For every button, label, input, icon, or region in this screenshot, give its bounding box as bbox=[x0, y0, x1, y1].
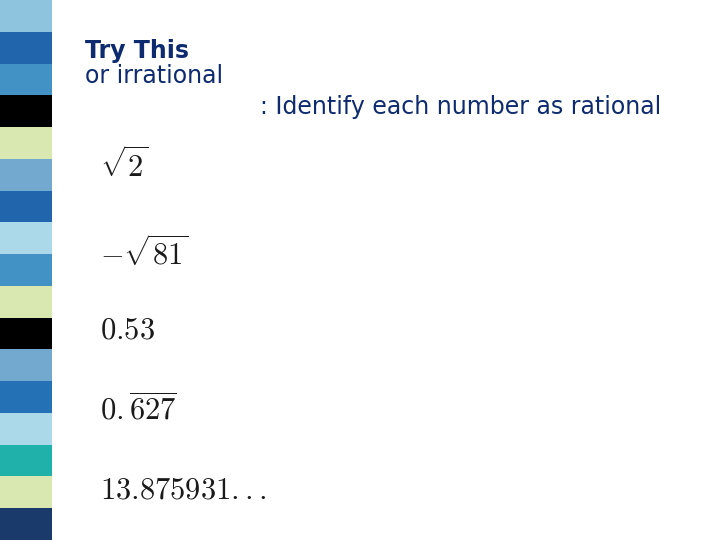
Text: $\sqrt{2}$: $\sqrt{2}$ bbox=[100, 147, 149, 183]
Bar bbox=[0, 254, 52, 286]
Bar bbox=[0, 286, 52, 318]
Text: $13.875931...$: $13.875931...$ bbox=[100, 476, 266, 504]
Text: or irrational: or irrational bbox=[85, 64, 223, 87]
Bar bbox=[0, 64, 52, 95]
Bar bbox=[0, 0, 52, 32]
Bar bbox=[0, 381, 52, 413]
Bar bbox=[0, 445, 52, 476]
Bar bbox=[0, 95, 52, 127]
Bar bbox=[0, 349, 52, 381]
Bar bbox=[0, 32, 52, 64]
Bar bbox=[0, 127, 52, 159]
Bar bbox=[0, 318, 52, 349]
Text: $0.\overline{627}$: $0.\overline{627}$ bbox=[100, 393, 177, 427]
Bar bbox=[0, 191, 52, 222]
Text: $0.53$: $0.53$ bbox=[100, 315, 155, 345]
Bar bbox=[0, 476, 52, 508]
Bar bbox=[0, 508, 52, 540]
Bar bbox=[0, 159, 52, 191]
Text: Try This: Try This bbox=[85, 39, 189, 63]
Text: $-\sqrt{81}$: $-\sqrt{81}$ bbox=[100, 235, 189, 271]
Bar bbox=[0, 413, 52, 445]
Bar bbox=[0, 222, 52, 254]
Text: : Identify each number as rational: : Identify each number as rational bbox=[260, 95, 661, 119]
